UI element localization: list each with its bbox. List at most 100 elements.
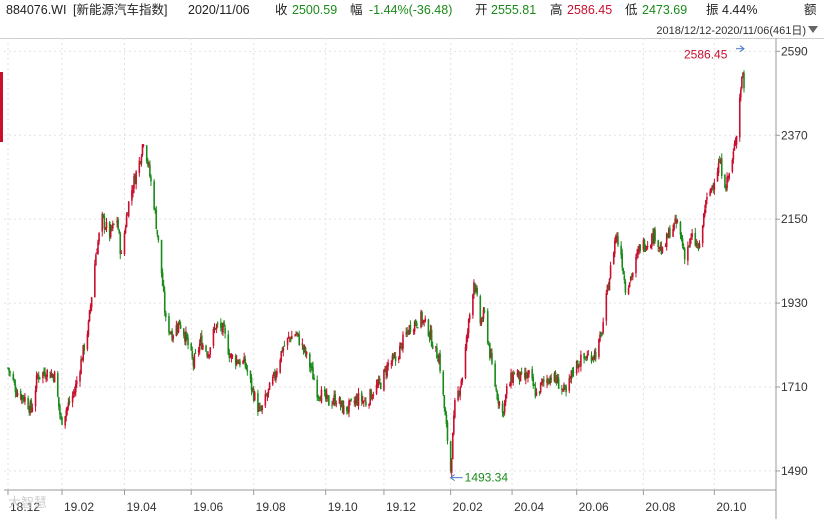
candle-body <box>194 352 197 354</box>
candle-body <box>612 252 615 265</box>
candle-body <box>281 349 284 353</box>
candle-body <box>666 234 669 239</box>
candle-body <box>361 400 364 403</box>
candle-body <box>602 322 604 333</box>
candle-body <box>607 286 610 291</box>
candle-body <box>223 321 225 328</box>
candle-body <box>495 387 497 391</box>
candle-body <box>528 370 530 374</box>
candle-body <box>294 335 296 337</box>
candle-body <box>563 384 565 390</box>
candle-body <box>457 390 459 401</box>
date-range-selector[interactable]: 2018/12/12-2020/11/06(461日) <box>656 25 806 37</box>
candle-body <box>297 333 299 335</box>
candle-body <box>719 159 722 164</box>
candle-body <box>608 278 611 291</box>
candle-body <box>654 229 656 242</box>
candle-body <box>541 379 544 383</box>
candle-body <box>598 339 600 357</box>
candle-body <box>193 354 196 368</box>
candle-body <box>354 399 357 404</box>
candle-body <box>65 410 68 417</box>
candle-body <box>64 416 66 426</box>
candle-body <box>564 386 566 388</box>
candle-body <box>119 233 122 254</box>
candle-body <box>228 353 231 358</box>
candle-body <box>742 72 744 76</box>
candle-body <box>274 371 276 379</box>
index-code: 884076.WI <box>6 3 67 17</box>
candle-body <box>249 370 252 380</box>
candle-body <box>338 398 341 404</box>
candle-body <box>713 182 716 190</box>
candle-body <box>697 244 700 250</box>
candle-body <box>363 401 365 403</box>
candle-body <box>429 329 432 337</box>
candle-body <box>444 408 447 416</box>
candle-body <box>187 337 189 345</box>
candle-body <box>657 240 660 248</box>
candle-body <box>117 219 119 230</box>
candle-body <box>385 369 387 375</box>
candle-body <box>565 385 567 393</box>
candle-body <box>664 245 667 247</box>
candle-body <box>676 220 679 223</box>
candle-body <box>230 353 233 359</box>
candle-body <box>525 372 527 380</box>
candle-body <box>7 367 9 369</box>
candle-body <box>19 391 22 400</box>
candle-body <box>73 391 76 395</box>
dropdown-arrow-icon[interactable] <box>808 26 818 33</box>
candle-body <box>319 399 322 401</box>
x-tick-label: 19.08 <box>256 500 286 514</box>
candle-body <box>71 395 74 403</box>
candle-body <box>632 272 634 278</box>
x-tick-label: 19.12 <box>386 500 416 514</box>
candle-body <box>674 218 676 222</box>
active-panel-marker <box>0 72 3 142</box>
candle-body <box>221 326 223 331</box>
candle-body <box>620 245 622 256</box>
candle-body <box>709 191 711 196</box>
candle-body <box>378 378 381 382</box>
candle-body <box>502 411 505 415</box>
candle-body <box>207 354 209 358</box>
candle-body <box>372 394 375 396</box>
candle-body <box>575 360 578 374</box>
open-label: 开 <box>475 3 488 17</box>
candle-body <box>325 393 328 399</box>
candle-body <box>42 372 44 379</box>
candle-body <box>149 164 151 177</box>
candle-body <box>584 357 586 359</box>
candle-body <box>417 327 419 329</box>
candle-body <box>576 361 579 369</box>
candle-body <box>527 373 529 378</box>
candle-body <box>72 392 75 394</box>
candle-body <box>605 293 608 321</box>
candle-body <box>191 350 194 358</box>
candle-body <box>184 335 186 342</box>
candle-body <box>370 390 373 400</box>
candle-body <box>287 336 290 338</box>
candle-body <box>83 344 86 351</box>
candle-body <box>638 246 640 252</box>
candle-body <box>157 235 160 241</box>
high-label: 高 <box>550 3 563 17</box>
candle-body <box>702 213 705 226</box>
candle-body <box>127 201 130 217</box>
candle-body <box>317 395 320 397</box>
date-range-bar: 2018/12/12-2020/11/06(461日) <box>0 20 824 39</box>
candle-body <box>391 355 394 363</box>
candle-body <box>34 390 37 407</box>
candle-body <box>587 354 590 356</box>
candle-body <box>268 382 271 390</box>
candle-body <box>442 371 445 395</box>
candle-body <box>234 355 237 365</box>
candle-body <box>402 334 404 349</box>
candle-body <box>9 371 11 373</box>
candle-body <box>698 243 701 249</box>
candle-body <box>491 352 493 364</box>
candlestick-chart[interactable]: 1490 1710 1930 2150 2370 2590 18.12 19.02 19.04 1… <box>0 38 824 519</box>
candle-body <box>369 389 371 405</box>
candle-body <box>696 243 699 245</box>
